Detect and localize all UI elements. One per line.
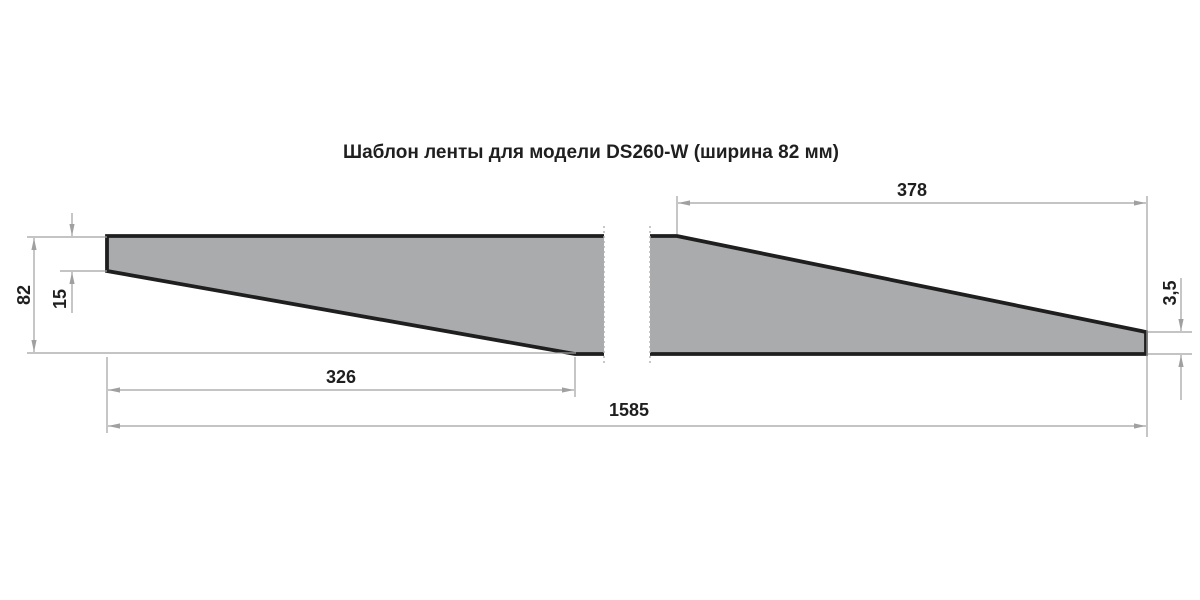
dimension-right-end-width: 3,5 [1148, 278, 1192, 400]
dimension-label-15: 15 [50, 289, 70, 309]
dimension-right-taper-length: 378 [676, 180, 1148, 437]
arrowhead-right [562, 387, 574, 393]
arrowhead-down [1178, 319, 1184, 331]
drawing-title: Шаблон ленты для модели DS260-W (ширина … [343, 142, 839, 163]
dimension-label-378: 378 [897, 180, 927, 200]
arrowhead-up [31, 238, 37, 250]
arrowhead-up [69, 272, 75, 284]
arrowhead-left [678, 200, 690, 206]
arrowhead-down [69, 224, 75, 236]
dimension-label-326: 326 [326, 367, 356, 387]
arrowhead-right [1134, 200, 1146, 206]
band-right-section [650, 234, 1148, 356]
arrowhead-left [108, 387, 120, 393]
dimension-total-length: 1585 [106, 357, 1146, 433]
dimension-left-taper-length: 326 [108, 357, 576, 397]
dimension-label-82: 82 [14, 285, 34, 305]
dimension-label-3-5: 3,5 [1160, 280, 1180, 305]
band-left-section [105, 234, 604, 356]
arrowhead-down [31, 340, 37, 352]
dimension-total-width: 82 [14, 236, 576, 354]
band-right-outline [650, 234, 1148, 356]
dimension-left-end-width: 15 [50, 213, 107, 313]
arrowhead-right [1134, 423, 1146, 429]
arrowhead-left [108, 423, 120, 429]
band-left-fill [107, 236, 604, 354]
dimension-label-1585: 1585 [609, 400, 649, 420]
arrowhead-up [1178, 355, 1184, 367]
band-right-fill [650, 236, 1146, 354]
